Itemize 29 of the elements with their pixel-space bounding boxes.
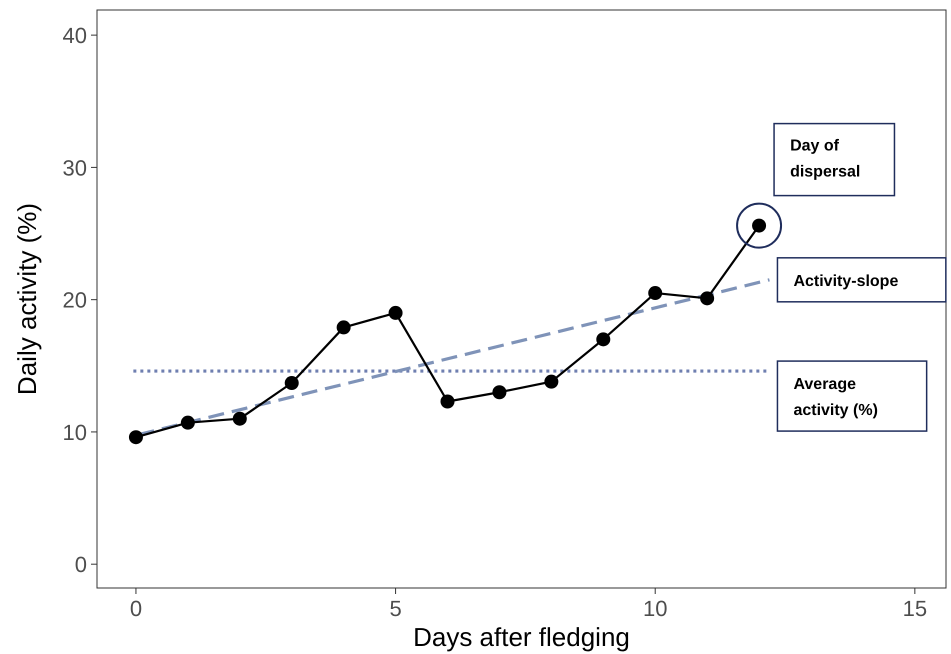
point — [284, 376, 299, 390]
annotation: Day of dispersal — [790, 138, 860, 181]
point — [180, 416, 195, 430]
x-tick-label: 0 — [130, 596, 142, 621]
point — [544, 374, 558, 389]
point — [440, 394, 455, 409]
series-label: Activity-slope — [793, 272, 898, 290]
point — [336, 320, 351, 334]
point — [388, 306, 403, 320]
x-tick-label: 5 — [389, 596, 402, 621]
y-tick-label: 0 — [74, 552, 87, 578]
point — [700, 291, 714, 306]
x-axis-title: Days after fledging — [413, 622, 630, 652]
text-box: Day of dispersal — [773, 122, 896, 196]
y-tick-label: 30 — [62, 155, 87, 180]
point — [128, 430, 143, 444]
x-tick-label: 10 — [642, 596, 668, 621]
y-tick-label: 40 — [62, 23, 87, 48]
y-axis-title: Daily activity (%) — [12, 202, 42, 396]
y-tick-label: 10 — [62, 420, 87, 445]
point — [492, 385, 506, 400]
text-box: Activity-slope — [776, 257, 947, 303]
point — [648, 286, 662, 300]
x-tick-label: 15 — [902, 596, 928, 621]
y-tick-label: 20 — [62, 288, 87, 313]
point — [596, 332, 610, 346]
point — [232, 412, 247, 426]
text-box: Average activity (%) — [776, 360, 928, 432]
series-label: Average activity (%) — [793, 376, 878, 420]
